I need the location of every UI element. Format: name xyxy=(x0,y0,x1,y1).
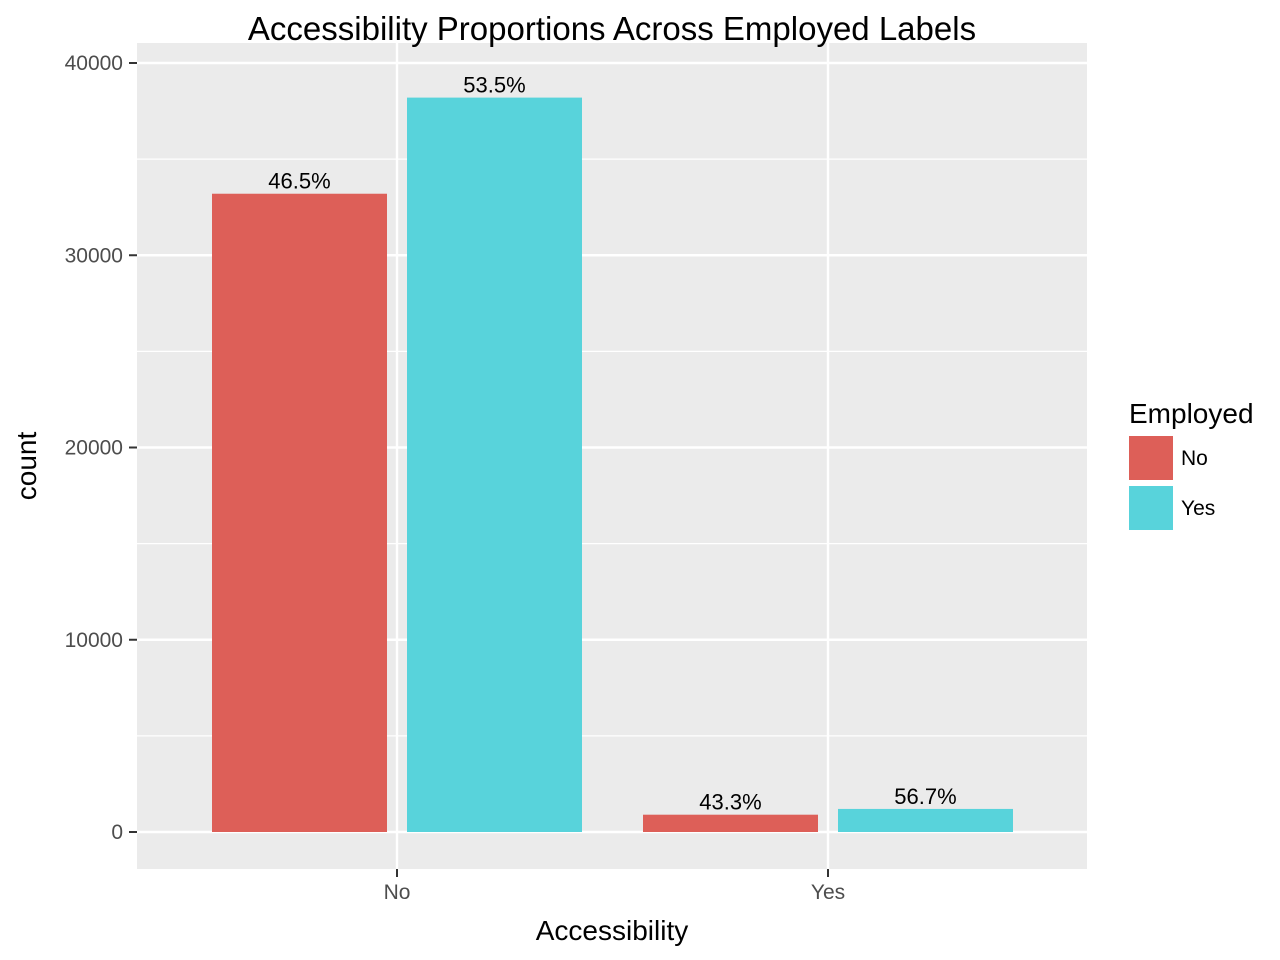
y-tick-label: 20000 xyxy=(65,437,123,460)
x-tick-label: Yes xyxy=(811,881,845,904)
x-axis: No Yes xyxy=(384,869,845,904)
legend-swatch-no xyxy=(1129,436,1173,480)
y-axis: 0 10000 20000 30000 40000 xyxy=(65,52,137,844)
bar-no-yes xyxy=(407,97,582,833)
bar-label: 46.5% xyxy=(268,169,330,194)
legend-title: Employed xyxy=(1129,398,1254,429)
bar-label: 56.7% xyxy=(894,784,956,809)
legend-label: Yes xyxy=(1181,497,1215,520)
legend-label: No xyxy=(1181,447,1208,470)
bar-label: 53.5% xyxy=(463,73,525,98)
y-axis-title: count xyxy=(11,432,42,501)
y-tick-label: 40000 xyxy=(65,52,123,75)
x-axis-title: Accessibility xyxy=(536,915,688,946)
bars xyxy=(212,97,1013,833)
x-tick-label: No xyxy=(384,881,411,904)
y-tick-label: 0 xyxy=(111,821,123,844)
bar-yes-yes xyxy=(838,808,1013,832)
bar-yes-no xyxy=(643,814,818,832)
y-tick-label: 30000 xyxy=(65,244,123,267)
legend-swatch-yes xyxy=(1129,486,1173,530)
chart-title: Accessibility Proportions Across Employe… xyxy=(248,10,976,47)
bar-labels: 46.5% 43.3% 53.5% 56.7% xyxy=(268,73,956,815)
bar-label: 43.3% xyxy=(699,790,761,815)
legend: Employed No Yes xyxy=(1129,398,1254,530)
y-tick-label: 10000 xyxy=(65,629,123,652)
bar-no-no xyxy=(212,193,387,833)
